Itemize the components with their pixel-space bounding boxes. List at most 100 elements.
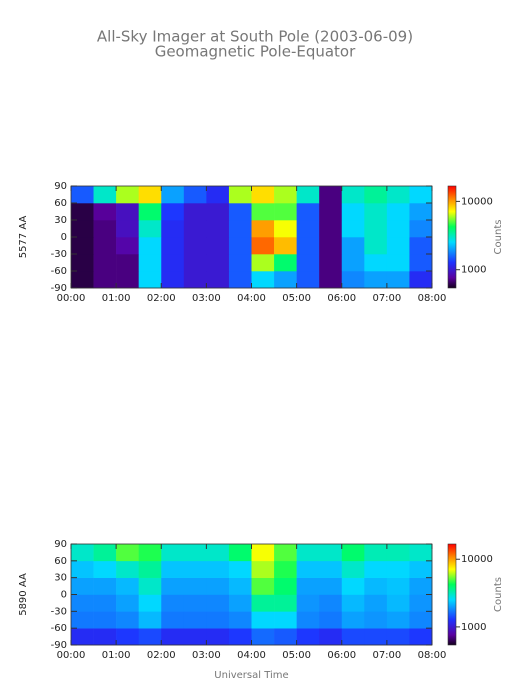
heatmap-cell <box>296 560 320 578</box>
heatmap-cell <box>274 237 297 255</box>
heatmap-cell <box>319 186 343 204</box>
heatmap-cell <box>71 271 94 289</box>
heatmap-cell <box>319 237 343 255</box>
heatmap-cell <box>409 237 433 255</box>
heatmap-cell <box>341 594 365 612</box>
heatmap-cell <box>386 611 410 629</box>
heatmap-cell <box>183 271 207 289</box>
y-tick-label: 30 <box>54 215 67 226</box>
heatmap-cell <box>161 203 185 221</box>
heatmap-cell <box>138 203 162 221</box>
heatmap-cell <box>161 271 185 289</box>
heatmap-cell <box>138 254 162 272</box>
heatmap-cell <box>206 577 230 595</box>
heatmap-cell <box>138 560 162 578</box>
y-tick-label: -60 <box>51 266 67 277</box>
heatmap-cell <box>116 237 139 255</box>
x-tick-label: 08:00 <box>418 293 447 304</box>
heatmap-cell <box>364 254 388 272</box>
heatmap-cell <box>296 186 320 204</box>
heatmap-cell <box>251 220 275 238</box>
heatmap-cell <box>251 203 275 221</box>
colorbar-label: Counts <box>493 220 504 255</box>
heatmap-cell <box>364 628 388 646</box>
heatmap-cell <box>409 611 433 629</box>
heatmap-cell <box>296 254 320 272</box>
heatmap-cell <box>251 271 275 289</box>
heatmap-cell <box>138 271 162 289</box>
heatmap-cell <box>341 186 365 204</box>
heatmap-cell <box>319 628 343 646</box>
heatmap-cell <box>116 220 139 238</box>
heatmap-cell <box>364 577 388 595</box>
heatmap-cell <box>296 203 320 221</box>
heatmap-cell <box>364 220 388 238</box>
heatmap-cell <box>93 220 117 238</box>
heatmap-cell <box>183 577 207 595</box>
heatmap-cell <box>161 577 185 595</box>
y-tick-label: -60 <box>51 623 67 634</box>
x-tick-label: 05:00 <box>282 650 311 661</box>
heatmap-cell <box>206 203 230 221</box>
heatmap-cell <box>274 220 297 238</box>
heatmap-cell <box>319 220 343 238</box>
y-tick-label: 60 <box>54 198 67 209</box>
y-axis-label: 5890 AA <box>18 573 29 616</box>
y-tick-label: -90 <box>51 640 67 651</box>
heatmap-cell <box>116 628 139 646</box>
heatmap-cell <box>319 577 343 595</box>
subtitle: Geomagnetic Pole-Equator <box>155 43 356 61</box>
heatmap-cell <box>228 254 252 272</box>
heatmap-cell <box>71 237 94 255</box>
x-tick-label: 07:00 <box>372 650 401 661</box>
heatmap-cell <box>319 611 343 629</box>
heatmap-cell <box>116 271 139 289</box>
heatmap-cell <box>274 628 297 646</box>
heatmap-cell <box>274 560 297 578</box>
heatmap-cell <box>386 271 410 289</box>
heatmap-cell <box>206 544 230 562</box>
heatmap-cell <box>93 203 117 221</box>
heatmap-cell <box>138 186 162 204</box>
heatmap-cell <box>251 237 275 255</box>
x-tick-label: 00:00 <box>57 293 86 304</box>
y-axis-label: 5577 AA <box>18 216 29 259</box>
heatmap-cell <box>409 628 433 646</box>
heatmap-cell <box>138 237 162 255</box>
heatmap-cell <box>206 560 230 578</box>
heatmap-cell <box>183 611 207 629</box>
heatmap-cell <box>274 594 297 612</box>
heatmap-cell <box>319 254 343 272</box>
x-tick-label: 00:00 <box>57 650 86 661</box>
heatmap-cell <box>364 271 388 289</box>
heatmap-cell <box>341 544 365 562</box>
heatmap-cell <box>251 544 275 562</box>
colorbar-tick-label: 1000 <box>461 265 486 276</box>
x-tick-label: 08:00 <box>418 650 447 661</box>
heatmap-cell <box>274 203 297 221</box>
heatmap-cell <box>296 577 320 595</box>
x-tick-label: 06:00 <box>327 293 356 304</box>
colorbar-tick-label: 10000 <box>461 196 493 207</box>
heatmap-cell <box>93 186 117 204</box>
heatmap-cell <box>341 203 365 221</box>
heatmap-cell <box>161 237 185 255</box>
heatmap-cell <box>183 254 207 272</box>
heatmap-cell <box>206 271 230 289</box>
heatmap-cell <box>116 611 139 629</box>
heatmap-cell <box>161 628 185 646</box>
heatmap-cell <box>71 628 94 646</box>
heatmap-cell <box>93 594 117 612</box>
y-tick-label: -30 <box>51 249 67 260</box>
title: All-Sky Imager at South Pole (2003-06-09… <box>97 28 413 46</box>
heatmap-cell <box>138 220 162 238</box>
heatmap-cell <box>364 237 388 255</box>
x-tick-label: 01:00 <box>102 650 131 661</box>
heatmap-cell <box>206 186 230 204</box>
heatmap-cell <box>93 254 117 272</box>
heatmap-cell <box>228 594 252 612</box>
y-tick-label: -30 <box>51 606 67 617</box>
heatmap-cell <box>228 237 252 255</box>
heatmap-cell <box>183 560 207 578</box>
heatmap-cell <box>341 611 365 629</box>
